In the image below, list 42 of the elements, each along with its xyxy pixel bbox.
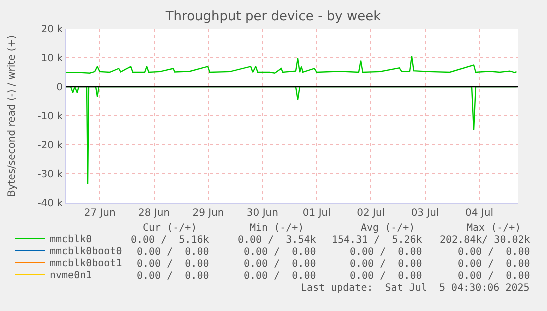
- text: 0.00 / 0.00: [350, 247, 422, 258]
- y-tick-label: 0: [56, 82, 63, 94]
- text: 0.00 / 0.00: [137, 259, 210, 270]
- text: 0.00 / 0.00: [458, 247, 530, 258]
- text: 0.00 / 0.00: [137, 271, 210, 282]
- x-tick-label: 28 Jun: [138, 208, 170, 219]
- y-tick-label: -20 k: [38, 140, 64, 152]
- y-tick-label: -40 k: [38, 198, 64, 210]
- x-tick-label: 01 Jul: [302, 208, 331, 219]
- text: 154.31 / 5.26k: [332, 235, 422, 246]
- text: 0.00 / 0.00: [458, 259, 530, 270]
- x-tick-label: 29 Jun: [192, 208, 224, 219]
- x-tick-label: 02 Jul: [357, 208, 386, 219]
- text: 0.00 / 0.00: [244, 271, 316, 282]
- text: 0.00 / 0.00: [244, 259, 316, 270]
- x-tick-label: 30 Jun: [246, 208, 278, 219]
- text: 0.00 / 0.00: [137, 247, 210, 258]
- text: Max (-/+): [467, 223, 522, 234]
- x-tick-label: 03 Jul: [411, 208, 440, 219]
- text: 0.00 / 5.16k: [131, 235, 210, 246]
- text: 0.00 / 3.54k: [238, 235, 316, 246]
- y-axis-title: Bytes/second read (-) / write (+): [7, 35, 18, 197]
- x-tick-label: 04 Jul: [466, 208, 494, 219]
- y-tick-label: 20 k: [41, 24, 64, 36]
- y-tick-label: -30 k: [38, 170, 64, 180]
- text: 202.84k/ 30.02k: [440, 235, 530, 246]
- text: 0.00 / 0.00: [350, 271, 422, 282]
- chart-title: Throughput per device - by week: [164, 10, 382, 25]
- text: Cur (-/+): [143, 223, 198, 234]
- text: Last update: Sat Jul 5 04:30:06 2025: [301, 283, 530, 294]
- legend-label: nvme0n1: [50, 270, 92, 282]
- legend-label: mmcblk0boot0: [50, 246, 122, 258]
- text: 0.00 / 0.00: [244, 247, 316, 258]
- text: 0.00 / 0.00: [350, 259, 422, 270]
- legend-label: mmcblk0boot1: [50, 258, 122, 270]
- legend-label: mmcblk0: [50, 234, 92, 246]
- text: Avg (-/+): [361, 223, 416, 234]
- text: Min (-/+): [250, 223, 304, 234]
- x-tick-label: 27 Jun: [84, 208, 116, 219]
- text: 0.00 / 0.00: [458, 271, 530, 282]
- y-tick-label: -10 k: [38, 112, 64, 122]
- y-tick-label: 10 k: [41, 54, 64, 64]
